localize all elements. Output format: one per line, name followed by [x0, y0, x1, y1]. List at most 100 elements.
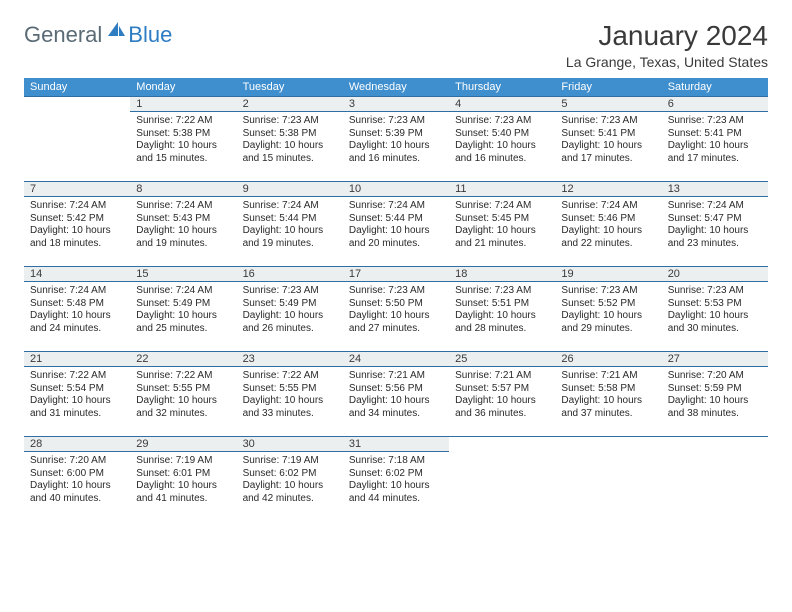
day-details: Sunrise: 7:24 AMSunset: 5:42 PMDaylight:… — [24, 197, 130, 252]
daylight-line: Daylight: 10 hours and 19 minutes. — [136, 225, 230, 250]
sunset-line: Sunset: 5:45 PM — [455, 213, 549, 226]
daylight-line: Daylight: 10 hours and 40 minutes. — [30, 480, 124, 505]
sunrise-line: Sunrise: 7:24 AM — [136, 285, 230, 298]
daylight-line: Daylight: 10 hours and 36 minutes. — [455, 395, 549, 420]
day-details: Sunrise: 7:23 AMSunset: 5:38 PMDaylight:… — [237, 112, 343, 167]
day-number: 1 — [130, 97, 236, 112]
calendar-cell: 13Sunrise: 7:24 AMSunset: 5:47 PMDayligh… — [662, 181, 768, 266]
sunset-line: Sunset: 5:49 PM — [136, 298, 230, 311]
daylight-line: Daylight: 10 hours and 15 minutes. — [243, 140, 337, 165]
weekday-header: Tuesday — [237, 78, 343, 96]
weekday-header: Saturday — [662, 78, 768, 96]
sunrise-line: Sunrise: 7:23 AM — [561, 115, 655, 128]
day-details: Sunrise: 7:24 AMSunset: 5:48 PMDaylight:… — [24, 282, 130, 337]
daylight-line: Daylight: 10 hours and 42 minutes. — [243, 480, 337, 505]
daylight-line: Daylight: 10 hours and 17 minutes. — [668, 140, 762, 165]
sunrise-line: Sunrise: 7:23 AM — [455, 285, 549, 298]
sunrise-line: Sunrise: 7:22 AM — [136, 115, 230, 128]
daylight-line: Daylight: 10 hours and 21 minutes. — [455, 225, 549, 250]
sunrise-line: Sunrise: 7:24 AM — [243, 200, 337, 213]
sunset-line: Sunset: 5:40 PM — [455, 128, 549, 141]
calendar-cell: 8Sunrise: 7:24 AMSunset: 5:43 PMDaylight… — [130, 181, 236, 266]
sunset-line: Sunset: 6:02 PM — [243, 468, 337, 481]
sunset-line: Sunset: 5:38 PM — [136, 128, 230, 141]
day-number: 30 — [237, 437, 343, 452]
sunset-line: Sunset: 5:42 PM — [30, 213, 124, 226]
brand-general: General — [24, 22, 102, 48]
day-details: Sunrise: 7:24 AMSunset: 5:46 PMDaylight:… — [555, 197, 661, 252]
sunset-line: Sunset: 6:00 PM — [30, 468, 124, 481]
sunset-line: Sunset: 5:44 PM — [349, 213, 443, 226]
calendar-row: 21Sunrise: 7:22 AMSunset: 5:54 PMDayligh… — [24, 351, 768, 436]
daylight-line: Daylight: 10 hours and 32 minutes. — [136, 395, 230, 420]
day-details: Sunrise: 7:22 AMSunset: 5:54 PMDaylight:… — [24, 367, 130, 422]
sunrise-line: Sunrise: 7:23 AM — [243, 115, 337, 128]
daylight-line: Daylight: 10 hours and 15 minutes. — [136, 140, 230, 165]
brand-logo: General Blue — [24, 20, 172, 50]
sunset-line: Sunset: 5:51 PM — [455, 298, 549, 311]
daylight-line: Daylight: 10 hours and 37 minutes. — [561, 395, 655, 420]
sail-icon — [106, 20, 126, 46]
calendar-cell: .. — [24, 96, 130, 181]
day-number: 5 — [555, 97, 661, 112]
day-number: 8 — [130, 182, 236, 197]
weekday-header: Friday — [555, 78, 661, 96]
day-number: 27 — [662, 352, 768, 367]
daylight-line: Daylight: 10 hours and 25 minutes. — [136, 310, 230, 335]
daylight-line: Daylight: 10 hours and 29 minutes. — [561, 310, 655, 335]
day-details: Sunrise: 7:22 AMSunset: 5:38 PMDaylight:… — [130, 112, 236, 167]
day-number: 24 — [343, 352, 449, 367]
day-number: 23 — [237, 352, 343, 367]
sunrise-line: Sunrise: 7:22 AM — [30, 370, 124, 383]
calendar-row: 28Sunrise: 7:20 AMSunset: 6:00 PMDayligh… — [24, 436, 768, 521]
location-subtitle: La Grange, Texas, United States — [566, 54, 768, 70]
day-details: Sunrise: 7:23 AMSunset: 5:40 PMDaylight:… — [449, 112, 555, 167]
day-details: Sunrise: 7:21 AMSunset: 5:56 PMDaylight:… — [343, 367, 449, 422]
day-details: Sunrise: 7:24 AMSunset: 5:45 PMDaylight:… — [449, 197, 555, 252]
daylight-line: Daylight: 10 hours and 34 minutes. — [349, 395, 443, 420]
calendar-cell: 23Sunrise: 7:22 AMSunset: 5:55 PMDayligh… — [237, 351, 343, 436]
calendar-body: ..1Sunrise: 7:22 AMSunset: 5:38 PMDaylig… — [24, 96, 768, 521]
sunrise-line: Sunrise: 7:21 AM — [349, 370, 443, 383]
day-details: Sunrise: 7:21 AMSunset: 5:58 PMDaylight:… — [555, 367, 661, 422]
sunset-line: Sunset: 5:48 PM — [30, 298, 124, 311]
calendar-cell: .. — [662, 436, 768, 521]
day-number: 17 — [343, 267, 449, 282]
day-number: 10 — [343, 182, 449, 197]
weekday-row: SundayMondayTuesdayWednesdayThursdayFrid… — [24, 78, 768, 96]
calendar-row: 7Sunrise: 7:24 AMSunset: 5:42 PMDaylight… — [24, 181, 768, 266]
daylight-line: Daylight: 10 hours and 33 minutes. — [243, 395, 337, 420]
calendar-table: SundayMondayTuesdayWednesdayThursdayFrid… — [24, 78, 768, 521]
sunset-line: Sunset: 5:55 PM — [136, 383, 230, 396]
sunset-line: Sunset: 5:47 PM — [668, 213, 762, 226]
sunset-line: Sunset: 5:41 PM — [561, 128, 655, 141]
sunset-line: Sunset: 5:58 PM — [561, 383, 655, 396]
calendar-cell: 4Sunrise: 7:23 AMSunset: 5:40 PMDaylight… — [449, 96, 555, 181]
day-number: 19 — [555, 267, 661, 282]
day-number: 29 — [130, 437, 236, 452]
daylight-line: Daylight: 10 hours and 24 minutes. — [30, 310, 124, 335]
day-number: 13 — [662, 182, 768, 197]
sunset-line: Sunset: 5:59 PM — [668, 383, 762, 396]
calendar-cell: 27Sunrise: 7:20 AMSunset: 5:59 PMDayligh… — [662, 351, 768, 436]
sunrise-line: Sunrise: 7:24 AM — [136, 200, 230, 213]
calendar-cell: 10Sunrise: 7:24 AMSunset: 5:44 PMDayligh… — [343, 181, 449, 266]
brand-blue: Blue — [128, 22, 172, 48]
daylight-line: Daylight: 10 hours and 38 minutes. — [668, 395, 762, 420]
day-details: Sunrise: 7:20 AMSunset: 6:00 PMDaylight:… — [24, 452, 130, 507]
calendar-cell: 14Sunrise: 7:24 AMSunset: 5:48 PMDayligh… — [24, 266, 130, 351]
day-details: Sunrise: 7:24 AMSunset: 5:47 PMDaylight:… — [662, 197, 768, 252]
day-number: 25 — [449, 352, 555, 367]
calendar-cell: 22Sunrise: 7:22 AMSunset: 5:55 PMDayligh… — [130, 351, 236, 436]
daylight-line: Daylight: 10 hours and 16 minutes. — [455, 140, 549, 165]
day-number: 26 — [555, 352, 661, 367]
calendar-cell: 7Sunrise: 7:24 AMSunset: 5:42 PMDaylight… — [24, 181, 130, 266]
day-details: Sunrise: 7:24 AMSunset: 5:44 PMDaylight:… — [343, 197, 449, 252]
sunrise-line: Sunrise: 7:23 AM — [668, 115, 762, 128]
calendar-cell: .. — [555, 436, 661, 521]
day-details: Sunrise: 7:18 AMSunset: 6:02 PMDaylight:… — [343, 452, 449, 507]
day-number: 31 — [343, 437, 449, 452]
sunset-line: Sunset: 5:55 PM — [243, 383, 337, 396]
sunrise-line: Sunrise: 7:18 AM — [349, 455, 443, 468]
day-number: 14 — [24, 267, 130, 282]
